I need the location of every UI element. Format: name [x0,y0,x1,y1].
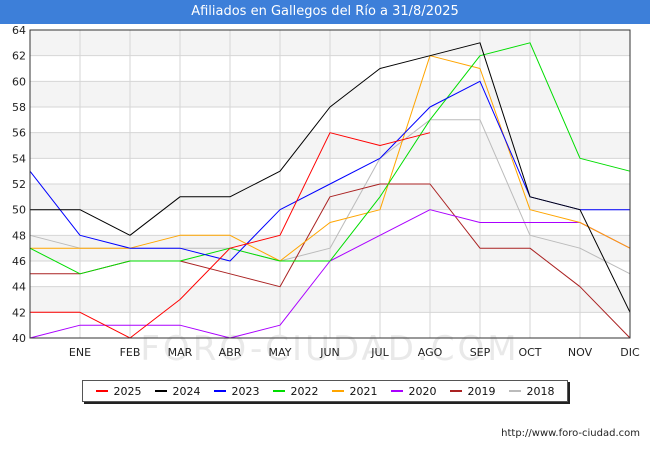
legend: 2025 2024 2023 2022 2021 2020 2019 2018 [82,380,568,402]
y-axis-ticks: 40 42 44 46 48 50 52 54 56 58 60 62 64 [12,24,26,345]
x-tick-label: SEP [470,346,491,359]
y-tick-label: 50 [12,204,26,217]
legend-item-2019: 2019 [449,384,496,398]
x-tick-label: ABR [219,346,242,359]
legend-swatch [213,390,226,392]
legend-swatch [154,390,167,392]
y-tick-label: 58 [12,101,26,114]
series-line-2025 [30,132,431,339]
x-axis-ticks: ENE FEB MAR ABR MAY JUN JUL AGO SEP OCT NOV DIC [69,346,640,359]
y-tick-label: 52 [12,178,26,191]
y-tick-label: 40 [12,332,26,345]
legend-swatch [390,390,403,392]
legend-label: 2024 [172,384,201,398]
legend-label: 2023 [231,384,260,398]
legend-item-2025: 2025 [95,384,142,398]
legend-swatch [95,390,108,392]
x-tick-label: NOV [568,346,593,359]
x-tick-label: JUN [319,346,340,359]
legend-label: 2021 [349,384,378,398]
source-url: http://www.foro-ciudad.com [501,428,640,439]
x-tick-label: FEB [120,346,141,359]
x-tick-label: MAR [168,346,193,359]
y-tick-label: 60 [12,75,26,88]
y-tick-label: 48 [12,229,26,242]
legend-item-2023: 2023 [213,384,260,398]
legend-swatch [272,390,285,392]
x-tick-label: DIC [620,346,640,359]
watermark: FORO-CIUDAD.COM [140,329,519,369]
legend-label: 2020 [408,384,437,398]
x-tick-label: MAY [269,346,292,359]
legend-swatch [449,390,462,392]
legend-swatch [508,390,521,392]
legend-item-2018: 2018 [508,384,555,398]
chart-title: Afiliados en Gallegos del Río a 31/8/202… [0,0,650,24]
y-tick-label: 64 [12,24,26,37]
series-line-2022 [29,42,631,275]
legend-item-2022: 2022 [272,384,319,398]
legend-label: 2018 [526,384,555,398]
legend-item-2024: 2024 [154,384,201,398]
y-tick-label: 56 [12,127,26,140]
legend-item-2020: 2020 [390,384,437,398]
legend-item-2021: 2021 [331,384,378,398]
series-lines [29,42,631,339]
y-tick-label: 46 [12,255,26,268]
x-tick-label: JUL [370,346,389,359]
legend-label: 2019 [467,384,496,398]
legend-label: 2025 [113,384,142,398]
x-tick-label: AGO [418,346,443,359]
plot-frame [29,29,631,339]
y-tick-label: 54 [12,152,26,165]
x-tick-label: ENE [69,346,91,359]
series-line-2024 [30,42,631,313]
y-tick-label: 62 [12,50,26,63]
legend-label: 2022 [290,384,319,398]
legend-swatch [331,390,344,392]
y-tick-label: 42 [12,306,26,319]
x-tick-label: OCT [518,346,541,359]
y-tick-label: 44 [12,281,26,294]
